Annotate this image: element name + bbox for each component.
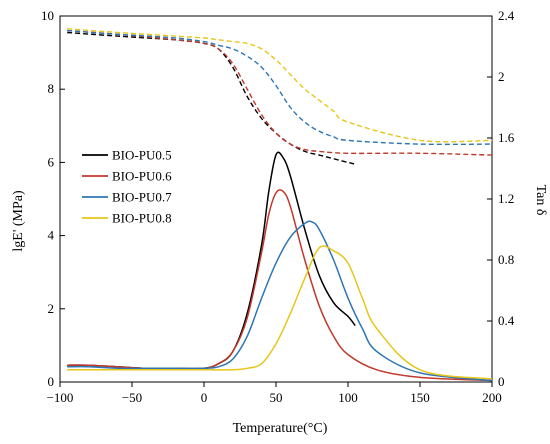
x-tick-label: −50 — [122, 390, 142, 405]
legend-label: BIO-PU0.8 — [112, 211, 172, 226]
y-tick-label: 8 — [48, 81, 55, 96]
y2-axis-title: Tan δ — [533, 185, 548, 216]
x-tick-label: 100 — [338, 390, 358, 405]
legend-label: BIO-PU0.7 — [112, 190, 172, 205]
y2-tick-label: 0.4 — [498, 313, 515, 328]
storage-modulus-line-bio-pu0-6 — [67, 29, 493, 156]
x-tick-label: 200 — [482, 390, 502, 405]
y2-tick-label: 1.6 — [498, 130, 515, 145]
storage-modulus-line-bio-pu0-7 — [67, 29, 493, 146]
y-axis-title: lgE' (MPa) — [11, 190, 26, 252]
y-tick-label: 10 — [41, 8, 54, 23]
tan-delta-line-bio-pu0-8 — [67, 245, 493, 380]
y2-tick-label: 0.8 — [498, 252, 514, 267]
x-axis-title: Temperature(°C) — [233, 421, 328, 436]
y-tick-label: 4 — [48, 228, 55, 243]
y-tick-label: 6 — [48, 154, 55, 169]
y2-tick-label: 1.2 — [498, 191, 514, 206]
y2-tick-label: 2.4 — [498, 8, 515, 23]
y2-tick-label: 0 — [498, 374, 505, 389]
tan-delta-line-bio-pu0-7 — [67, 220, 493, 382]
y-tick-label: 0 — [48, 374, 55, 389]
storage-modulus-line-bio-pu0-8 — [67, 28, 493, 143]
y2-tick-label: 2 — [498, 69, 505, 84]
y-tick-label: 2 — [48, 301, 55, 316]
legend-label: BIO-PU0.6 — [112, 169, 172, 184]
x-tick-label: 150 — [410, 390, 430, 405]
x-tick-label: 0 — [201, 390, 208, 405]
x-tick-label: −100 — [47, 390, 74, 405]
x-tick-label: 50 — [270, 390, 283, 405]
legend-label: BIO-PU0.5 — [112, 148, 172, 163]
storage-modulus-line-bio-pu0-5 — [67, 31, 356, 165]
